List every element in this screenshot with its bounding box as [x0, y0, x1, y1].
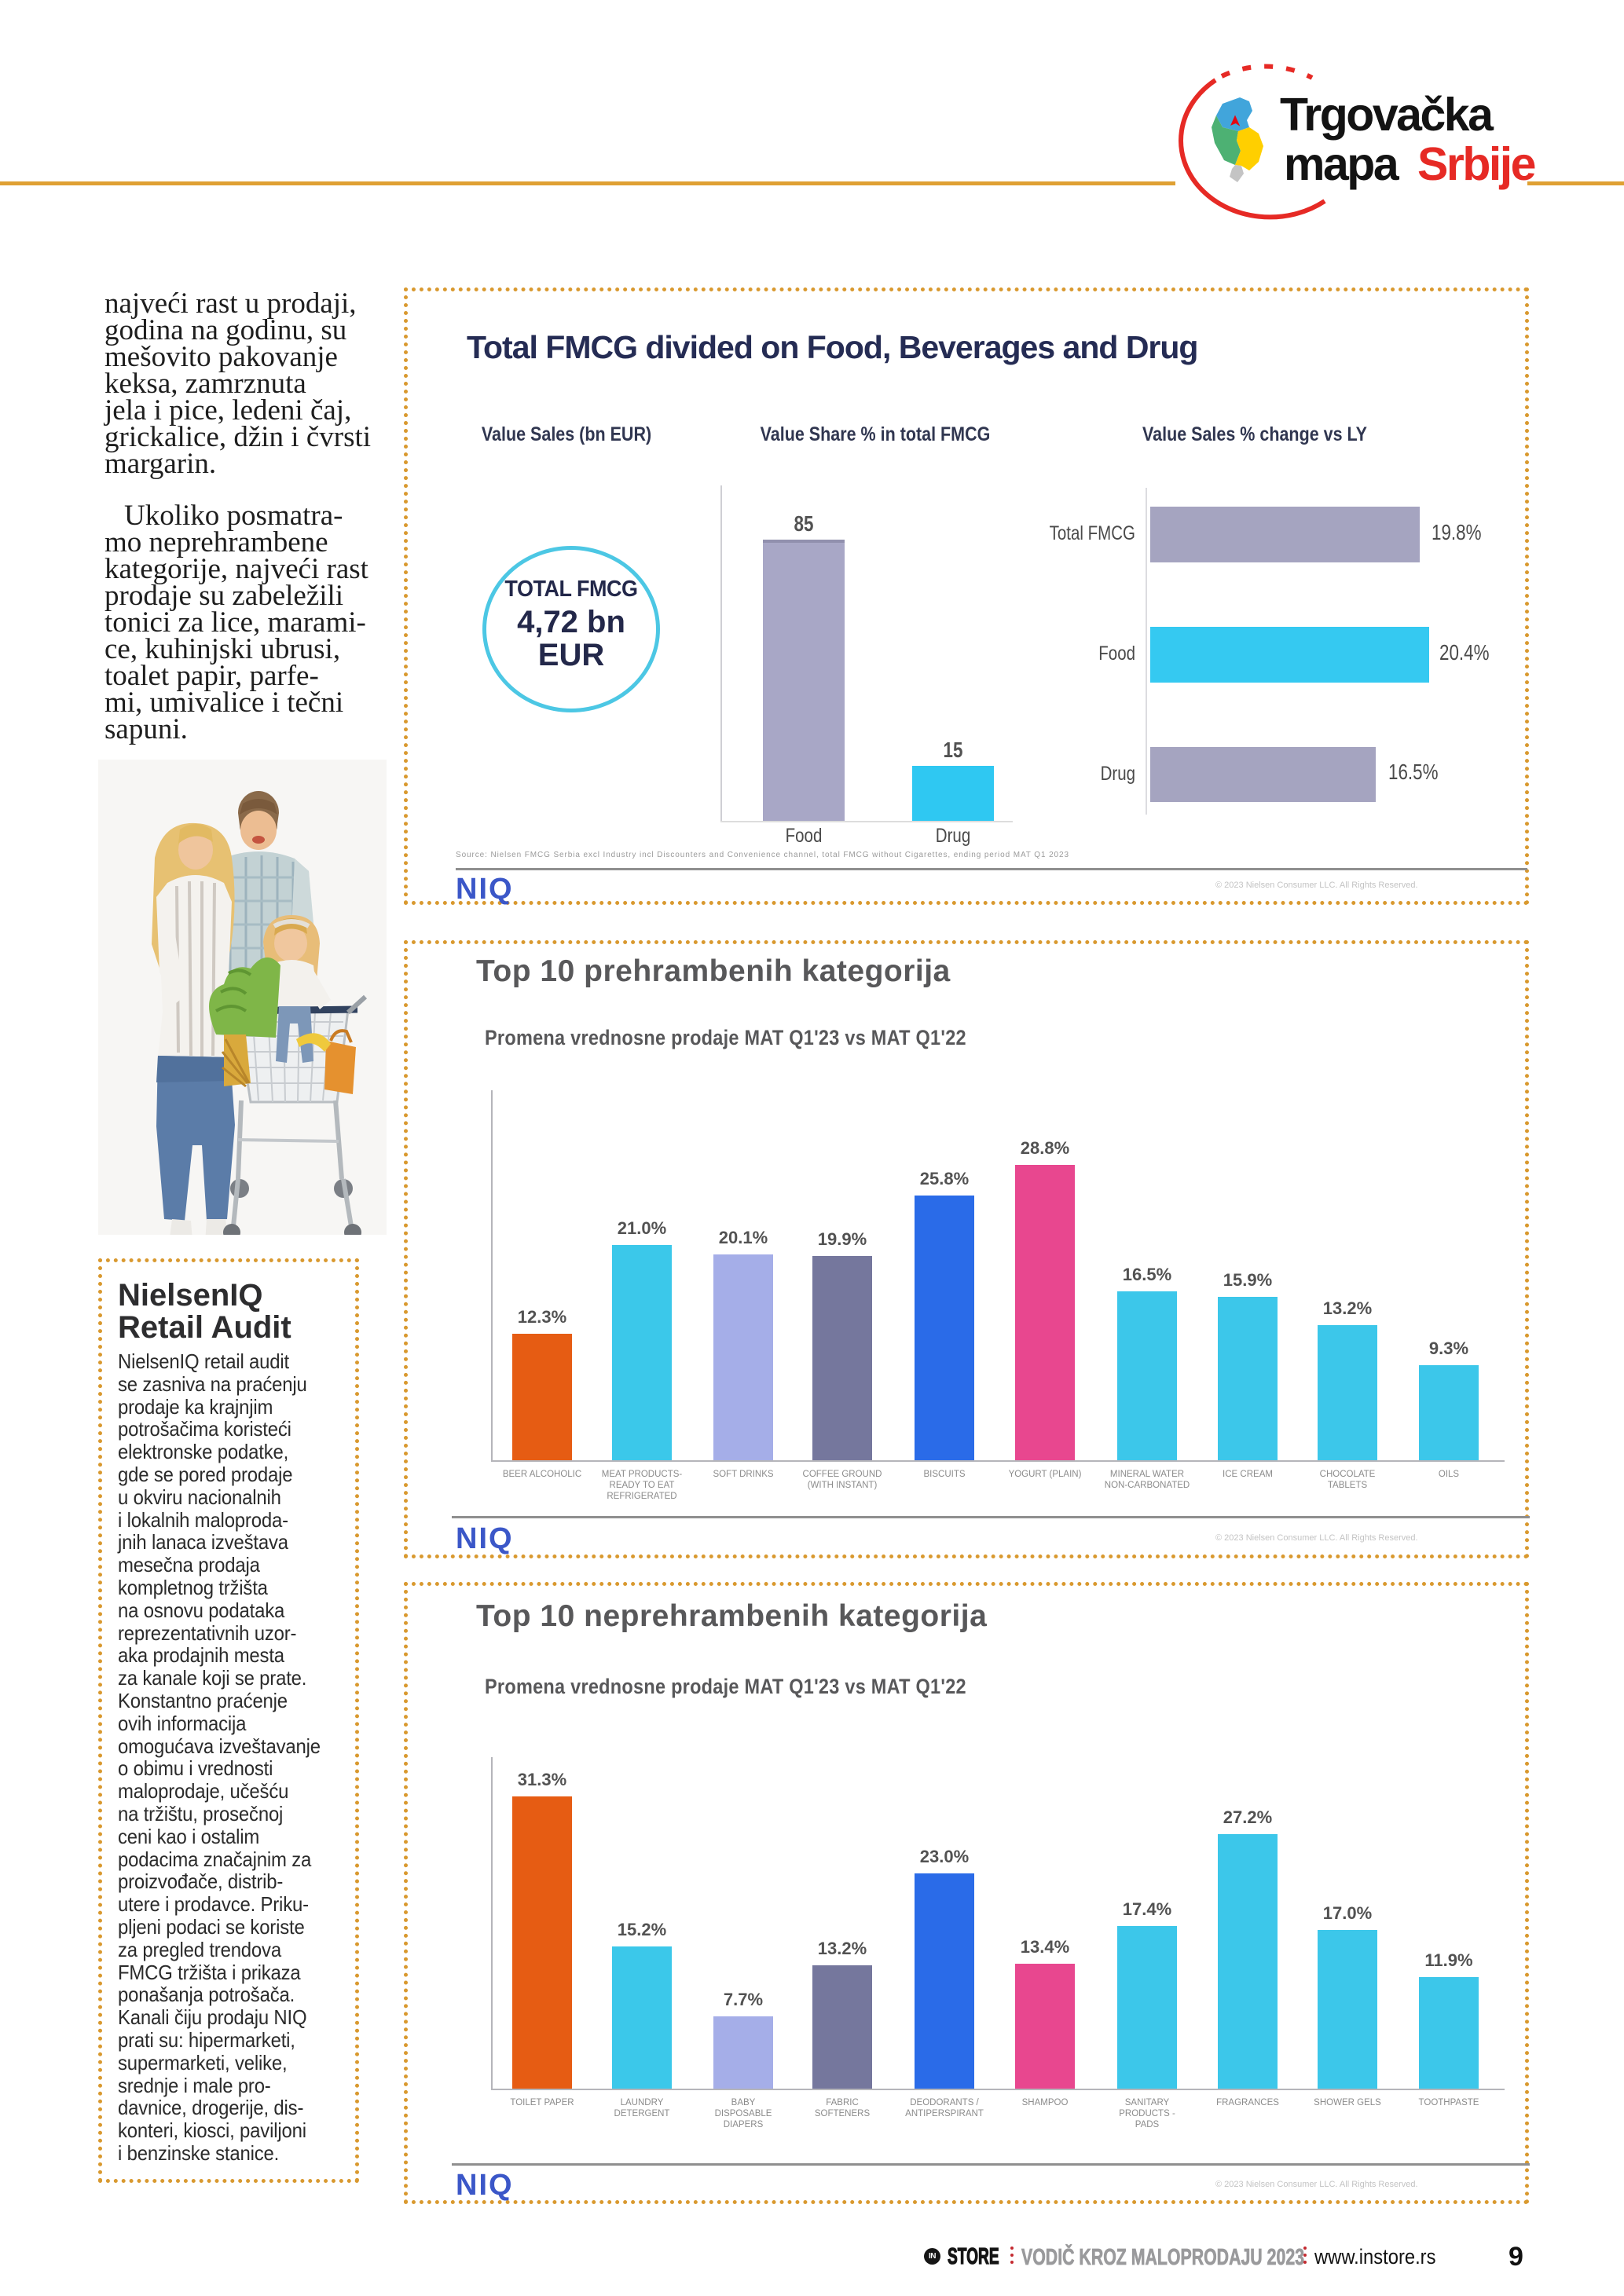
svg-text:mapa Srbije: mapa Srbije: [1284, 138, 1535, 190]
svg-text:Trgovačka: Trgovačka: [1280, 89, 1494, 141]
